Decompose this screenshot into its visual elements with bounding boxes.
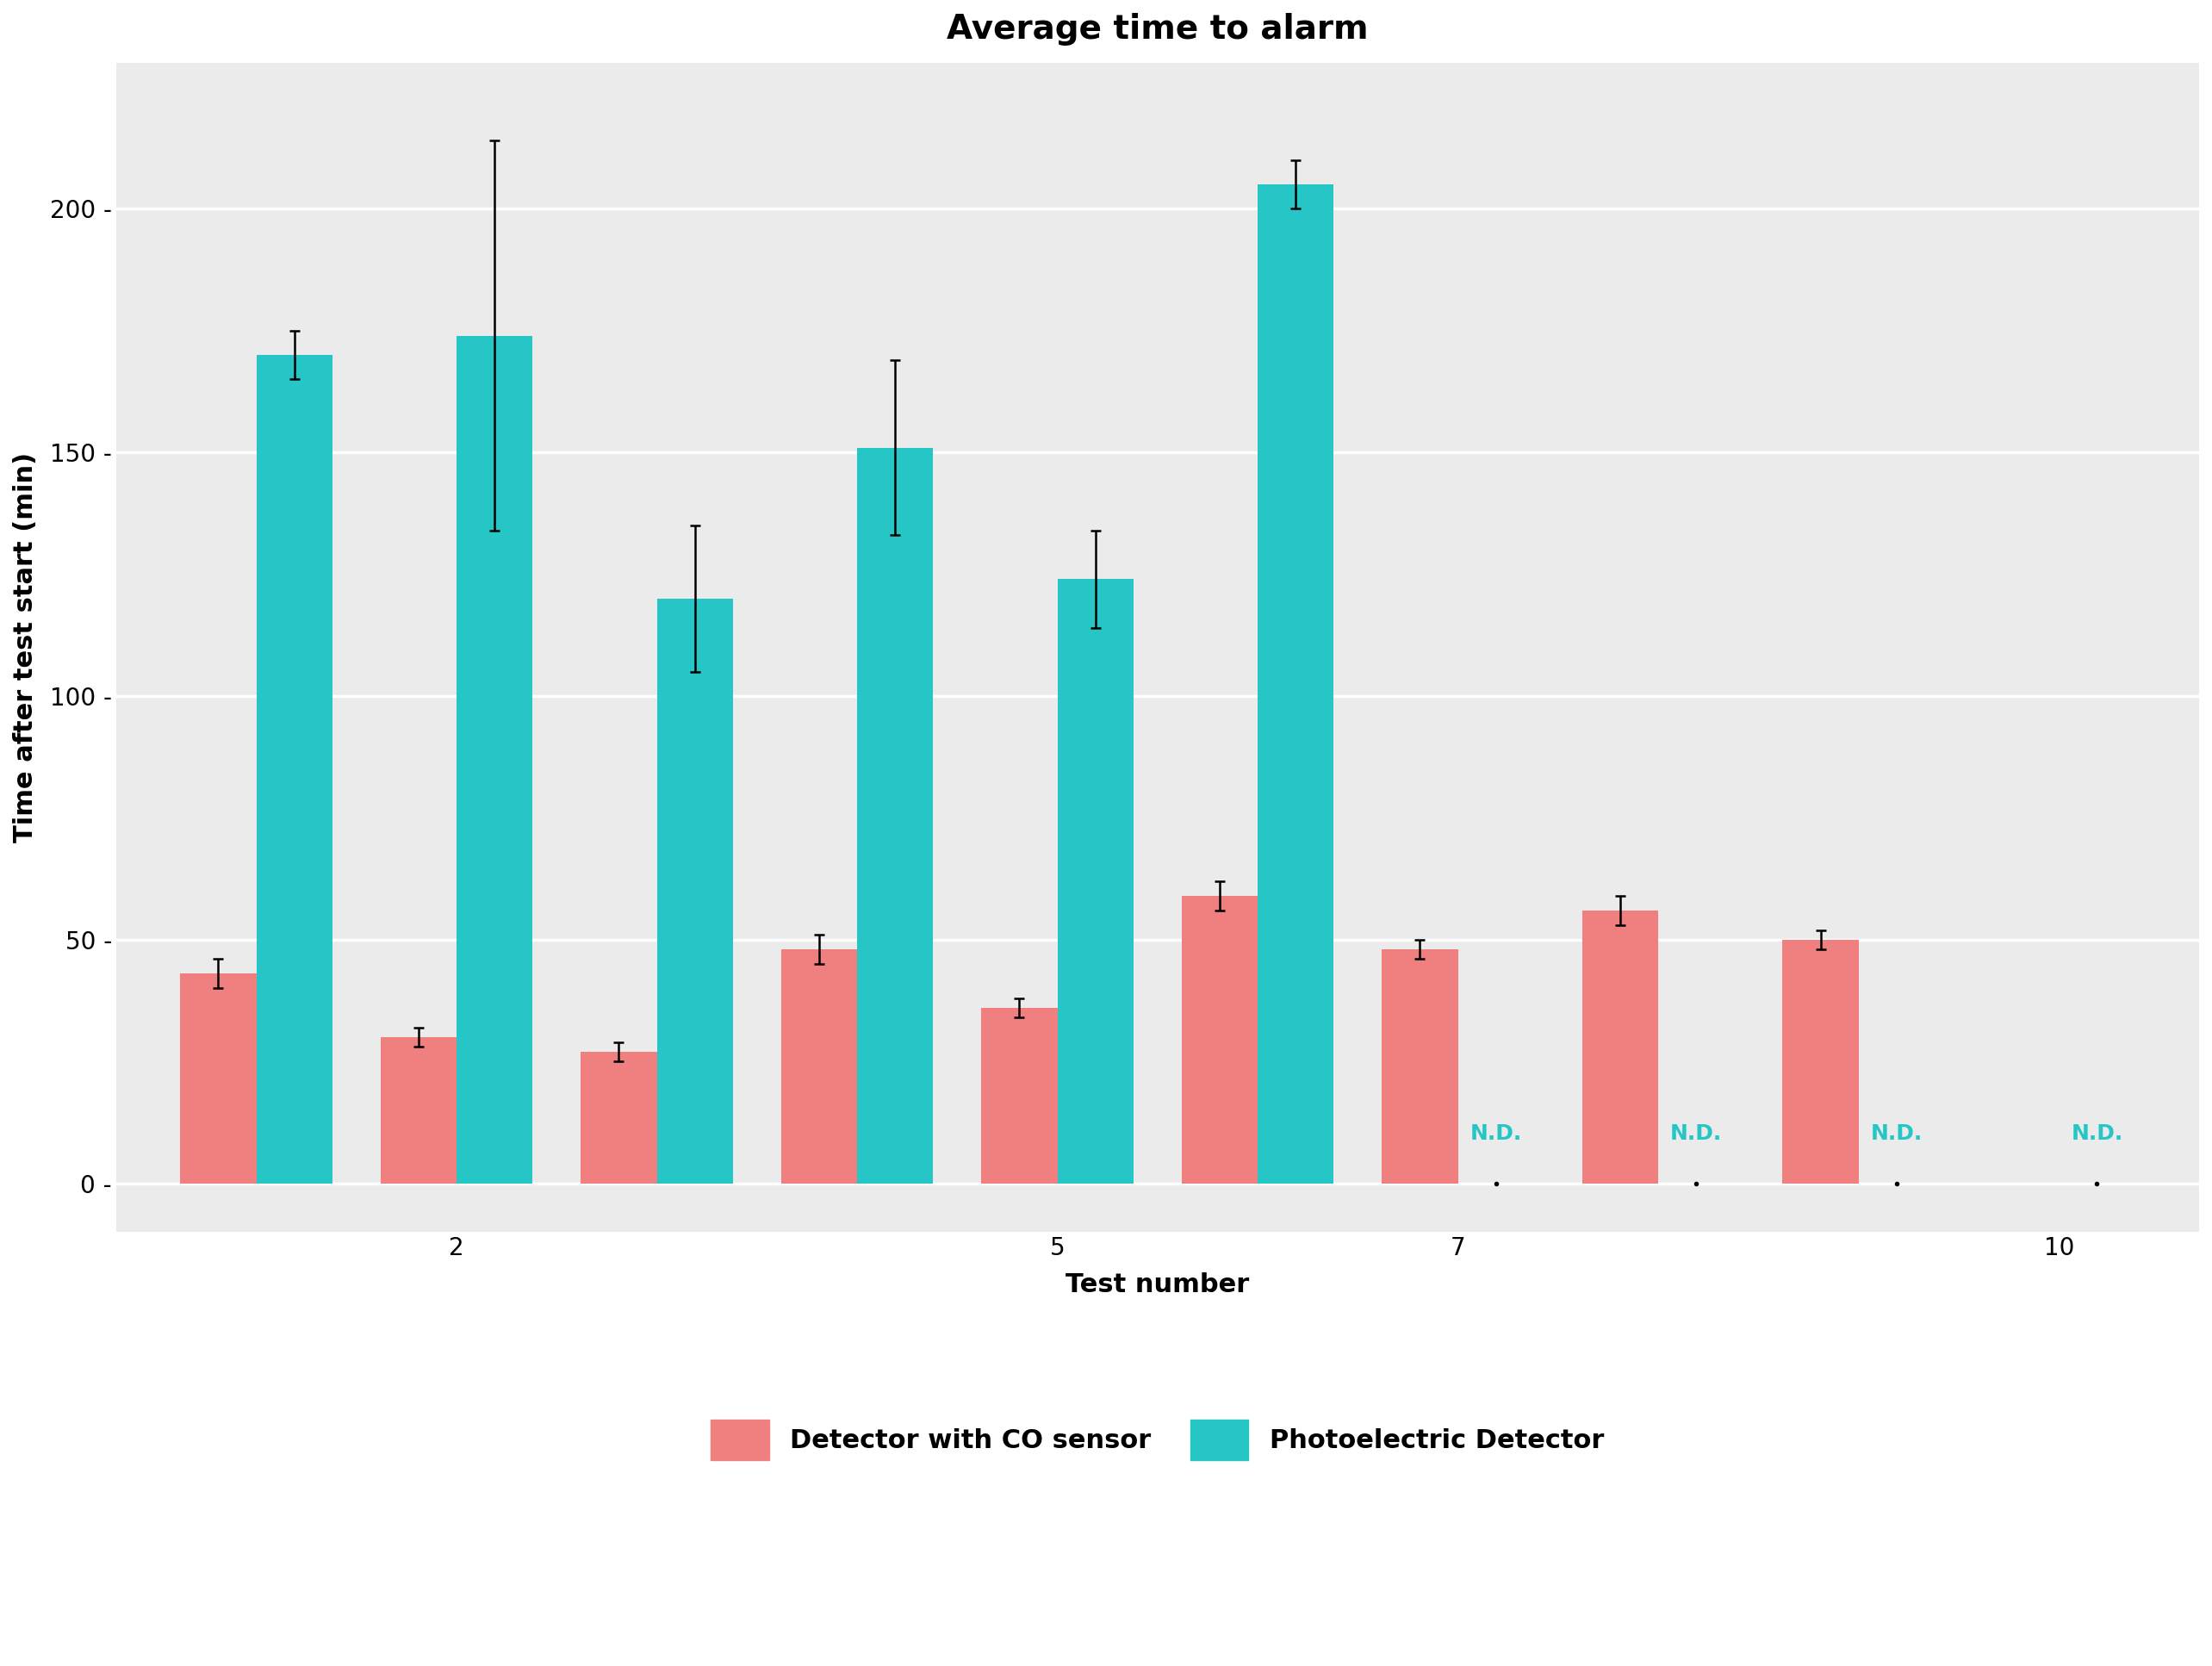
Bar — [179, 975, 257, 1183]
Text: N.D.: N.D. — [1871, 1123, 1922, 1145]
Bar — [1057, 580, 1133, 1183]
Bar — [1259, 185, 1334, 1183]
Text: N.D.: N.D. — [2070, 1123, 2124, 1145]
Bar — [456, 335, 533, 1183]
Bar — [380, 1038, 456, 1183]
Text: N.D.: N.D. — [1471, 1123, 1522, 1145]
Bar — [1783, 940, 1858, 1183]
Legend: Detector with CO sensor, Photoelectric Detector: Detector with CO sensor, Photoelectric D… — [701, 1409, 1615, 1471]
Text: N.D.: N.D. — [1670, 1123, 1723, 1145]
X-axis label: Test number: Test number — [1066, 1273, 1250, 1298]
Bar — [257, 355, 332, 1183]
Bar — [657, 598, 732, 1183]
Title: Average time to alarm: Average time to alarm — [947, 13, 1369, 45]
Bar — [982, 1008, 1057, 1183]
Bar — [582, 1051, 657, 1183]
Bar — [1382, 950, 1458, 1183]
Bar — [1181, 896, 1259, 1183]
Bar — [781, 950, 856, 1183]
Y-axis label: Time after test start (min): Time after test start (min) — [13, 451, 38, 843]
Bar — [856, 448, 933, 1183]
Bar — [1582, 910, 1659, 1183]
